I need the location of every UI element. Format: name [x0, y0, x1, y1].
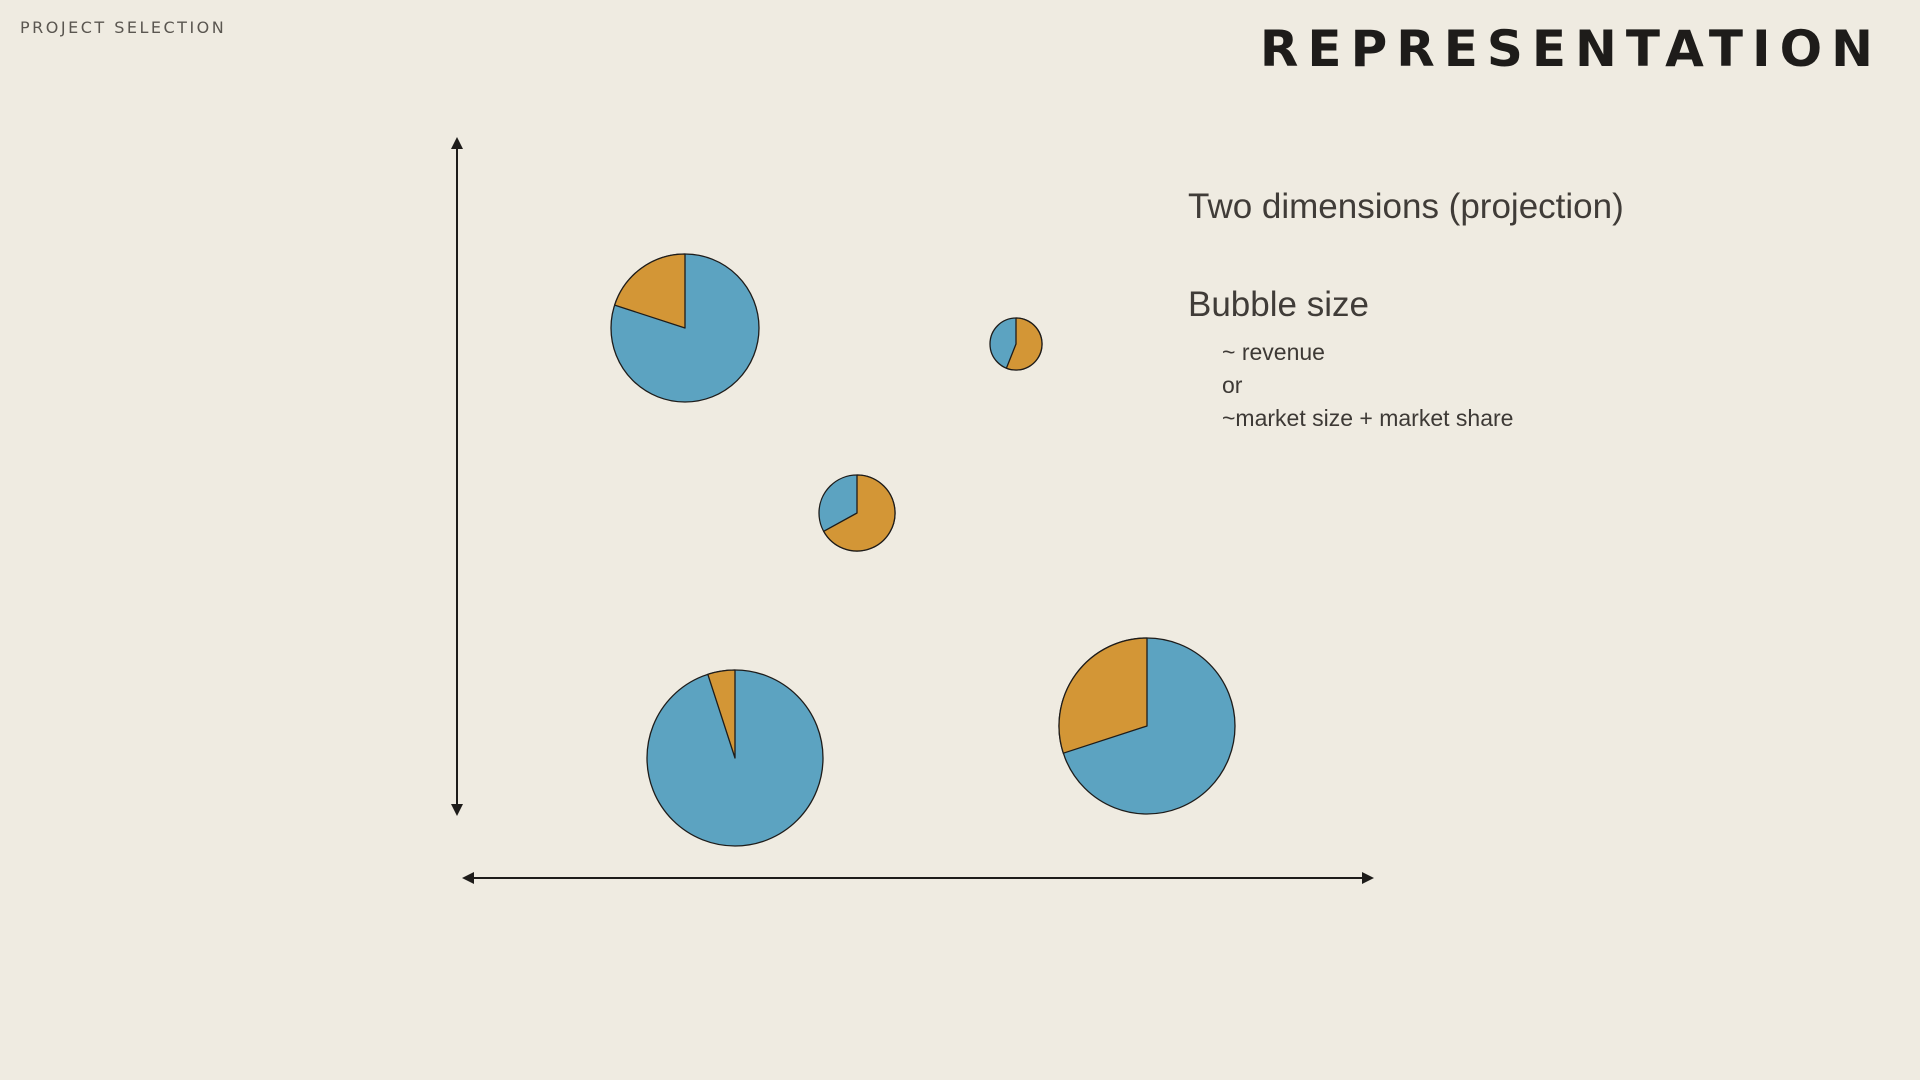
pie-segment-secondary — [1058, 637, 1148, 754]
bubble-size-heading: Bubble size — [1188, 285, 1369, 324]
bubble-size-item: or — [1222, 372, 1243, 398]
bubbles-group — [610, 253, 1236, 847]
bubble-1 — [610, 253, 760, 403]
pie-segment-secondary — [1005, 317, 1043, 371]
dimensions-heading: Two dimensions (projection) — [1188, 187, 1624, 226]
bubble-size-list: ~ revenue or ~market size + market share — [1222, 336, 1828, 435]
legend-notes: Two dimensions (projection) Bubble size … — [1188, 182, 1828, 435]
bubble-5 — [1058, 637, 1236, 815]
slide-title: REPRESENTATION — [1259, 20, 1882, 78]
bubble-2 — [989, 317, 1043, 371]
pie-segment-secondary — [707, 669, 736, 759]
pie-segment-secondary — [613, 253, 686, 329]
bubble-size-item: ~market size + market share — [1222, 405, 1514, 431]
bubble-4 — [646, 669, 824, 847]
bubble-size-item: ~ revenue — [1222, 339, 1325, 365]
pie-segment-secondary — [823, 474, 896, 552]
bubble-3 — [818, 474, 896, 552]
section-label: PROJECT SELECTION — [20, 18, 227, 37]
